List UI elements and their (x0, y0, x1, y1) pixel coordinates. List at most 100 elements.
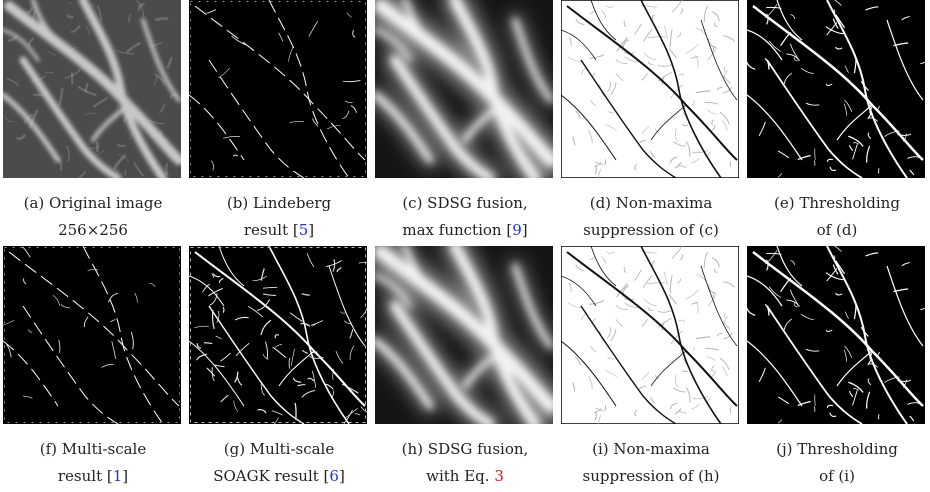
texture-stroke-i-36 (705, 347, 719, 351)
texture-stroke-j-7 (786, 299, 800, 307)
ridge-b-3 (189, 94, 245, 161)
texture-stroke-i-51 (692, 396, 709, 400)
vessel-c-1 (390, 55, 495, 178)
caption-line1-f: (f) Multi-scale (39, 440, 147, 458)
texture-stroke-d-4 (634, 163, 637, 171)
subfigure-caption-b: (b) Lindeberg result [5] (186, 190, 372, 244)
texture-stroke-b-1 (350, 105, 357, 113)
texture-stroke-i-41 (669, 402, 678, 410)
texture-stroke-j-42 (877, 351, 880, 358)
texture-stroke-j-18 (866, 391, 871, 409)
texture-stroke-j-48 (835, 292, 843, 296)
texture-stroke-g-51 (272, 346, 287, 358)
texture-stroke-i-26 (664, 271, 668, 286)
texture-stroke-d-5 (695, 55, 699, 68)
vessel-group-h (375, 246, 553, 424)
texture-stroke-i-5 (695, 301, 699, 314)
texture-stroke-j-26 (833, 255, 836, 262)
texture-stroke-d-74 (654, 128, 659, 134)
texture-stroke-g-21 (206, 367, 216, 377)
texture-stroke-g-1 (309, 356, 324, 359)
texture-stroke-g-34 (252, 275, 267, 281)
subfigure-image-c (375, 0, 553, 178)
texture-stroke-d-76 (606, 5, 615, 8)
texture-stroke-d-24 (692, 100, 695, 106)
texture-stroke-d-0 (607, 111, 614, 114)
texture-stroke-j-39 (869, 363, 878, 368)
texture-stroke-g-60 (336, 267, 342, 273)
caption-bracket-b: ] (308, 221, 315, 239)
texture-stroke-g-23 (343, 409, 353, 424)
panel-background-i (561, 246, 739, 424)
texture-stroke-f-16 (23, 278, 27, 285)
caption-line2-text-h: with Eq. (426, 467, 495, 485)
texture-stroke-f-13 (52, 295, 60, 306)
texture-stroke-a-1 (128, 14, 132, 23)
texture-stroke-f-15 (5, 342, 12, 358)
ridge-j-7 (747, 275, 783, 307)
vessel-a-7 (3, 28, 40, 62)
texture-stroke-d-12 (641, 72, 648, 81)
citation-link-b[interactable]: 5 (298, 221, 309, 239)
vessel-h-3 (375, 337, 434, 410)
texture-stroke-i-24 (692, 346, 695, 352)
ridge-g-4 (278, 350, 315, 387)
ridge-j-2 (826, 246, 908, 424)
ridge-g-6 (328, 265, 366, 347)
caption-line2-text-i: suppression of (h) (582, 467, 720, 485)
texture-stroke-a-20 (80, 65, 94, 76)
panel-background-b (189, 0, 367, 178)
texture-stroke-a-18 (64, 68, 82, 79)
texture-stroke-g-46 (344, 320, 353, 325)
panel-background-f (3, 246, 181, 424)
texture-stroke-e-5 (834, 0, 842, 6)
texture-stroke-a-52 (126, 42, 141, 54)
vessel-h-2 (449, 246, 541, 424)
texture-stroke-f-7 (22, 395, 33, 399)
vessel-a-3 (3, 92, 61, 163)
vessel-h-6 (512, 263, 553, 349)
texture-stroke-j-11 (853, 302, 857, 320)
texture-stroke-e-38 (780, 32, 791, 46)
texture-stroke-g-28 (301, 390, 315, 398)
texture-stroke-e-54 (764, 58, 770, 70)
texture-stroke-i-77 (695, 336, 711, 339)
texture-stroke-e-17 (849, 144, 854, 151)
texture-stroke-a-28 (85, 25, 90, 35)
citation-link-f[interactable]: 1 (112, 467, 123, 485)
texture-stroke-g-32 (310, 320, 323, 326)
texture-stroke-e-53 (865, 6, 879, 11)
texture-stroke-a-46 (115, 168, 120, 176)
texture-stroke-a-42 (154, 73, 166, 86)
texture-stroke-j-54 (764, 304, 770, 316)
texture-stroke-d-39 (606, 80, 611, 93)
texture-stroke-j-23 (829, 412, 837, 418)
texture-stroke-e-14 (832, 18, 839, 29)
texture-stroke-i-87 (711, 370, 716, 377)
texture-stroke-i-34 (695, 273, 707, 283)
texture-stroke-i-25 (639, 385, 646, 390)
texture-stroke-i-56 (670, 330, 683, 345)
texture-stroke-e-12 (860, 81, 869, 91)
texture-stroke-b-4 (344, 100, 353, 104)
texture-stroke-d-88 (594, 165, 597, 175)
texture-stroke-e-50 (852, 144, 858, 160)
subfigure-image-i (561, 246, 739, 424)
texture-stroke-a-48 (148, 119, 165, 125)
texture-stroke-i-73 (589, 256, 595, 260)
ridge-i-5 (590, 246, 617, 287)
texture-stroke-j-20 (797, 400, 811, 406)
texture-stroke-g-49 (301, 293, 311, 296)
citation-link-g[interactable]: 6 (329, 467, 339, 485)
texture-stroke-e-43 (758, 121, 766, 136)
texture-stroke-a-12 (56, 157, 63, 171)
texture-stroke-d-20 (682, 124, 688, 127)
texture-stroke-e-46 (747, 61, 756, 70)
citation-link-h[interactable]: 3 (494, 467, 504, 485)
texture-stroke-i-12 (641, 318, 648, 327)
texture-stroke-f-6 (87, 268, 99, 271)
texture-stroke-d-62 (649, 151, 656, 158)
citation-link-c[interactable]: 9 (512, 221, 522, 239)
ridge-d-3 (561, 94, 617, 161)
vessel-c-4 (462, 102, 503, 143)
